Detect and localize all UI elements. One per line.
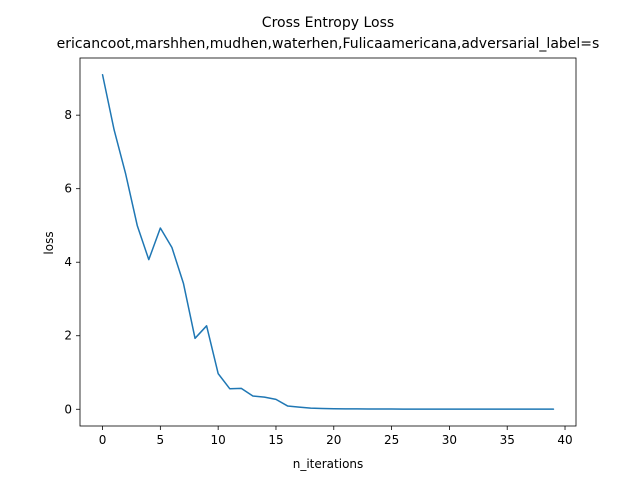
x-tick-label: 30 bbox=[442, 433, 457, 447]
y-tick-label: 6 bbox=[64, 182, 72, 196]
x-tick-label: 0 bbox=[99, 433, 107, 447]
x-tick-label: 15 bbox=[268, 433, 283, 447]
x-tick-label: 5 bbox=[157, 433, 165, 447]
x-tick-label: 35 bbox=[500, 433, 515, 447]
chart-subtitle: ericancoot,marshhen,mudhen,waterhen,Fuli… bbox=[57, 36, 600, 52]
plot-frame bbox=[79, 57, 577, 427]
x-axis-label: n_iterations bbox=[293, 457, 364, 471]
x-tick-label: 25 bbox=[384, 433, 399, 447]
y-axis-ticks: 0 2 4 6 8 bbox=[64, 108, 80, 416]
x-axis-ticks: 0 5 10 15 20 25 30 35 40 bbox=[99, 426, 573, 447]
y-axis-label: loss bbox=[42, 231, 56, 254]
y-tick-label: 2 bbox=[64, 329, 72, 343]
y-tick-label: 8 bbox=[64, 108, 72, 122]
series-line bbox=[101, 73, 555, 410]
x-tick-label: 10 bbox=[211, 433, 226, 447]
y-tick-label: 4 bbox=[64, 255, 72, 269]
y-tick-label: 0 bbox=[64, 402, 72, 416]
plot-area: 0 5 10 15 20 25 30 35 40 0 2 4 6 8 bbox=[64, 57, 577, 447]
x-tick-label: 40 bbox=[557, 433, 572, 447]
x-tick-label: 20 bbox=[326, 433, 341, 447]
chart-title: Cross Entropy Loss bbox=[262, 15, 394, 31]
